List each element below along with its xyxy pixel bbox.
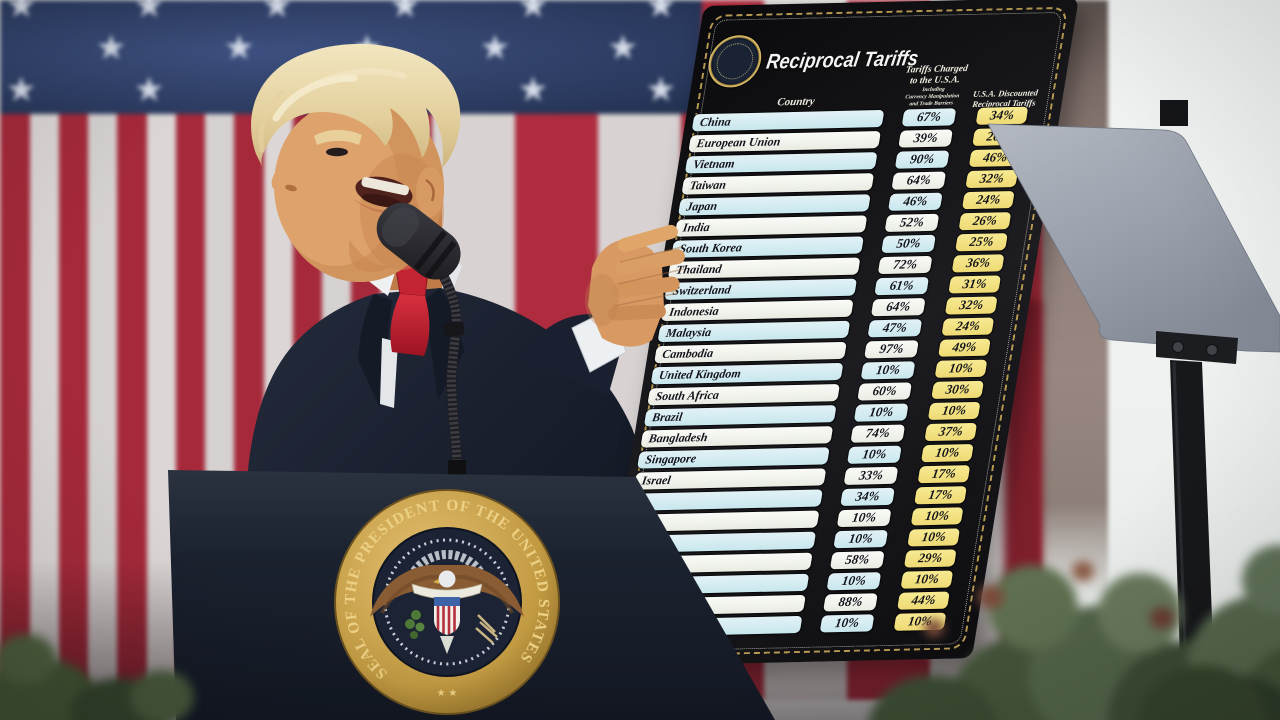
bushes xyxy=(828,515,1280,720)
charged-cell: 33% xyxy=(843,466,899,485)
charged-cell: 60% xyxy=(857,382,912,401)
seal-ring-stars: ★ ★ xyxy=(437,688,458,699)
charged-cell: 97% xyxy=(864,340,919,359)
charged-cell: 34% xyxy=(840,487,895,507)
mouth xyxy=(353,176,413,213)
shirt-front xyxy=(380,338,398,408)
charged-cell: 64% xyxy=(870,298,926,317)
hair xyxy=(251,43,461,168)
charged-cell: 10% xyxy=(853,403,909,422)
country-cell: Taiwan xyxy=(681,173,875,195)
tie-blade xyxy=(390,294,430,356)
seal-eagle xyxy=(370,550,524,654)
column-header-country: Country xyxy=(776,95,816,109)
country-cell: Israel xyxy=(633,468,827,490)
teleprompter-bracket xyxy=(1156,331,1238,364)
charged-cell: 10% xyxy=(860,361,916,380)
charged-cell: 47% xyxy=(867,319,923,338)
charged-cell: 72% xyxy=(877,255,933,275)
charged-cell: 10% xyxy=(846,445,902,464)
charged-cell: 64% xyxy=(891,171,947,190)
teleprompter-mount xyxy=(1160,100,1188,126)
eyebrow xyxy=(314,129,362,145)
country-cell: European Union xyxy=(688,131,881,153)
ear xyxy=(416,167,444,217)
eye xyxy=(326,147,348,157)
microphone xyxy=(376,202,466,478)
foliage-bottom-left xyxy=(0,608,210,720)
board-presidential-seal-icon xyxy=(704,34,766,89)
country-cell: Vietnam xyxy=(684,152,878,174)
charged-cell: 46% xyxy=(887,192,943,211)
country-cell: China xyxy=(691,109,885,132)
country-cell: Singapore xyxy=(637,447,830,469)
holding-hand xyxy=(522,224,685,396)
charged-cell: 74% xyxy=(850,424,906,443)
charged-cell: 50% xyxy=(881,234,936,254)
charged-cell: 52% xyxy=(884,213,940,232)
podium: SEAL OF THE PRESIDENT OF THE UNITED STAT… xyxy=(168,470,775,720)
board-title: Reciprocal Tariffs xyxy=(764,47,921,74)
suit-lapel-left xyxy=(358,294,392,408)
charged-cell: 61% xyxy=(874,276,930,296)
flag-stars-row: ★ ★ ★ ★ ★ ★ ★ ★ ★ xyxy=(6,0,702,25)
presidential-seal: SEAL OF THE PRESIDENT OF THE UNITED STAT… xyxy=(334,489,560,715)
teleprompter-glass xyxy=(987,123,1280,353)
country-cell: Bangladesh xyxy=(640,426,834,448)
country-cell xyxy=(630,489,823,511)
